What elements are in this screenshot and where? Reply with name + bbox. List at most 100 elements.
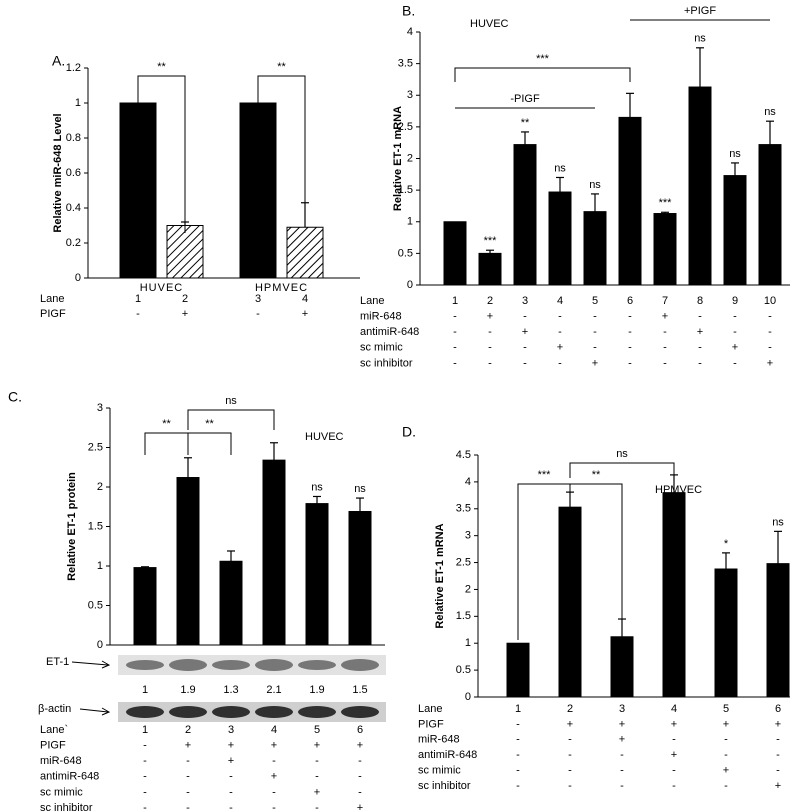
- condition-mark: +: [775, 780, 781, 792]
- condition-label: sc inhibitor: [360, 357, 413, 369]
- y-tick-label: 0: [465, 691, 471, 703]
- bar: [443, 221, 467, 286]
- lane-number: 6: [357, 724, 363, 736]
- blot-band: [212, 660, 250, 670]
- condition-mark: -: [628, 357, 632, 369]
- y-axis-label: Relative miR-648 Level: [52, 113, 64, 232]
- condition-mark: -: [488, 342, 492, 354]
- error-bar: [722, 552, 730, 570]
- condition-mark: -: [186, 755, 190, 767]
- y-tick-label: 2.5: [398, 121, 413, 133]
- significance-bracket: [257, 75, 306, 205]
- blot-quantification: 1.9: [309, 684, 324, 696]
- bar: [558, 506, 582, 698]
- bar: [653, 213, 677, 286]
- bar: [176, 477, 200, 646]
- y-tick-label: 0.2: [66, 237, 81, 249]
- significance-bracket: [569, 462, 675, 478]
- bar: [688, 86, 712, 286]
- error-bar: [591, 193, 599, 212]
- annotation: -PIGF: [510, 93, 540, 105]
- lane-number: 2: [185, 724, 191, 736]
- group-label: HPMVEC: [255, 282, 308, 294]
- condition-mark: +: [185, 740, 191, 752]
- bar-label: ns: [311, 481, 323, 493]
- condition-mark: -: [672, 780, 676, 792]
- lane-number: 3: [228, 724, 234, 736]
- bar: [119, 102, 157, 279]
- y-tick-label: 3.5: [456, 503, 471, 515]
- significance-bracket: [454, 67, 631, 82]
- panel-label: A.: [52, 53, 65, 69]
- bar: [305, 503, 329, 646]
- blot-arrow: [79, 708, 109, 713]
- lane-number: 1: [142, 724, 148, 736]
- error-bar: [696, 47, 704, 88]
- bar: [262, 459, 286, 646]
- bar-label: ns: [694, 33, 706, 45]
- condition-mark: -: [593, 311, 597, 323]
- condition-mark: +: [522, 326, 528, 338]
- condition-mark: -: [768, 311, 772, 323]
- error-bar: [774, 530, 782, 564]
- condition-mark: -: [488, 357, 492, 369]
- annotation: **: [592, 469, 601, 481]
- error-bar: [270, 442, 278, 461]
- note: HUVEC: [470, 18, 509, 30]
- condition-mark: -: [186, 802, 190, 812]
- condition-mark: -: [229, 771, 233, 783]
- error-bar: [556, 176, 564, 193]
- condition-label: miR-648: [418, 734, 460, 746]
- condition-mark: +: [662, 311, 668, 323]
- error-bar: [184, 457, 192, 478]
- significance-bracket: [187, 409, 275, 430]
- condition-mark: -: [663, 357, 667, 369]
- bar-label: **: [521, 117, 530, 129]
- bar: [714, 568, 738, 698]
- lane-label: Lane: [40, 293, 64, 305]
- blot-quantification: 1.9: [180, 684, 195, 696]
- condition-mark: +: [767, 357, 773, 369]
- condition-mark: +: [487, 311, 493, 323]
- annotation: **: [157, 61, 166, 73]
- annotation: +PIGF: [684, 5, 716, 17]
- y-tick-label: 4: [465, 476, 471, 488]
- y-tick-label: 2.5: [88, 441, 103, 453]
- error-bar: [521, 131, 529, 145]
- panel-label: B.: [402, 3, 415, 19]
- annotation: **: [205, 418, 214, 430]
- y-tick-label: 2: [97, 481, 103, 493]
- y-tick-label: 2: [407, 152, 413, 164]
- condition-label: sc mimic: [418, 765, 461, 777]
- condition-mark: -: [628, 342, 632, 354]
- condition-mark: -: [663, 326, 667, 338]
- significance-bracket: [187, 432, 232, 455]
- condition-mark: -: [229, 786, 233, 798]
- bar: [166, 225, 204, 279]
- condition-mark: -: [620, 749, 624, 761]
- error-bar: [661, 211, 669, 214]
- condition-mark: -: [733, 326, 737, 338]
- bar: [133, 567, 157, 646]
- bar: [610, 636, 634, 698]
- y-tick-label: 0.8: [66, 132, 81, 144]
- condition-mark: -: [516, 734, 520, 746]
- condition-mark: +: [775, 718, 781, 730]
- condition-mark: -: [315, 755, 319, 767]
- blot-band: [169, 659, 207, 671]
- condition-mark: -: [229, 802, 233, 812]
- blot-quantification: 1: [142, 684, 148, 696]
- condition-mark: +: [619, 718, 625, 730]
- lane-number: 2: [487, 295, 493, 307]
- y-tick-label: 0.5: [398, 247, 413, 259]
- y-tick-label: 3: [407, 89, 413, 101]
- condition-mark: -: [568, 780, 572, 792]
- condition-mark: +: [314, 740, 320, 752]
- blot-band: [255, 706, 293, 718]
- condition-label: PIGF: [40, 308, 66, 320]
- lane-number: 8: [697, 295, 703, 307]
- bar-label: ns: [729, 148, 741, 160]
- lane-number: 5: [592, 295, 598, 307]
- bar: [723, 175, 747, 286]
- condition-mark: -: [358, 771, 362, 783]
